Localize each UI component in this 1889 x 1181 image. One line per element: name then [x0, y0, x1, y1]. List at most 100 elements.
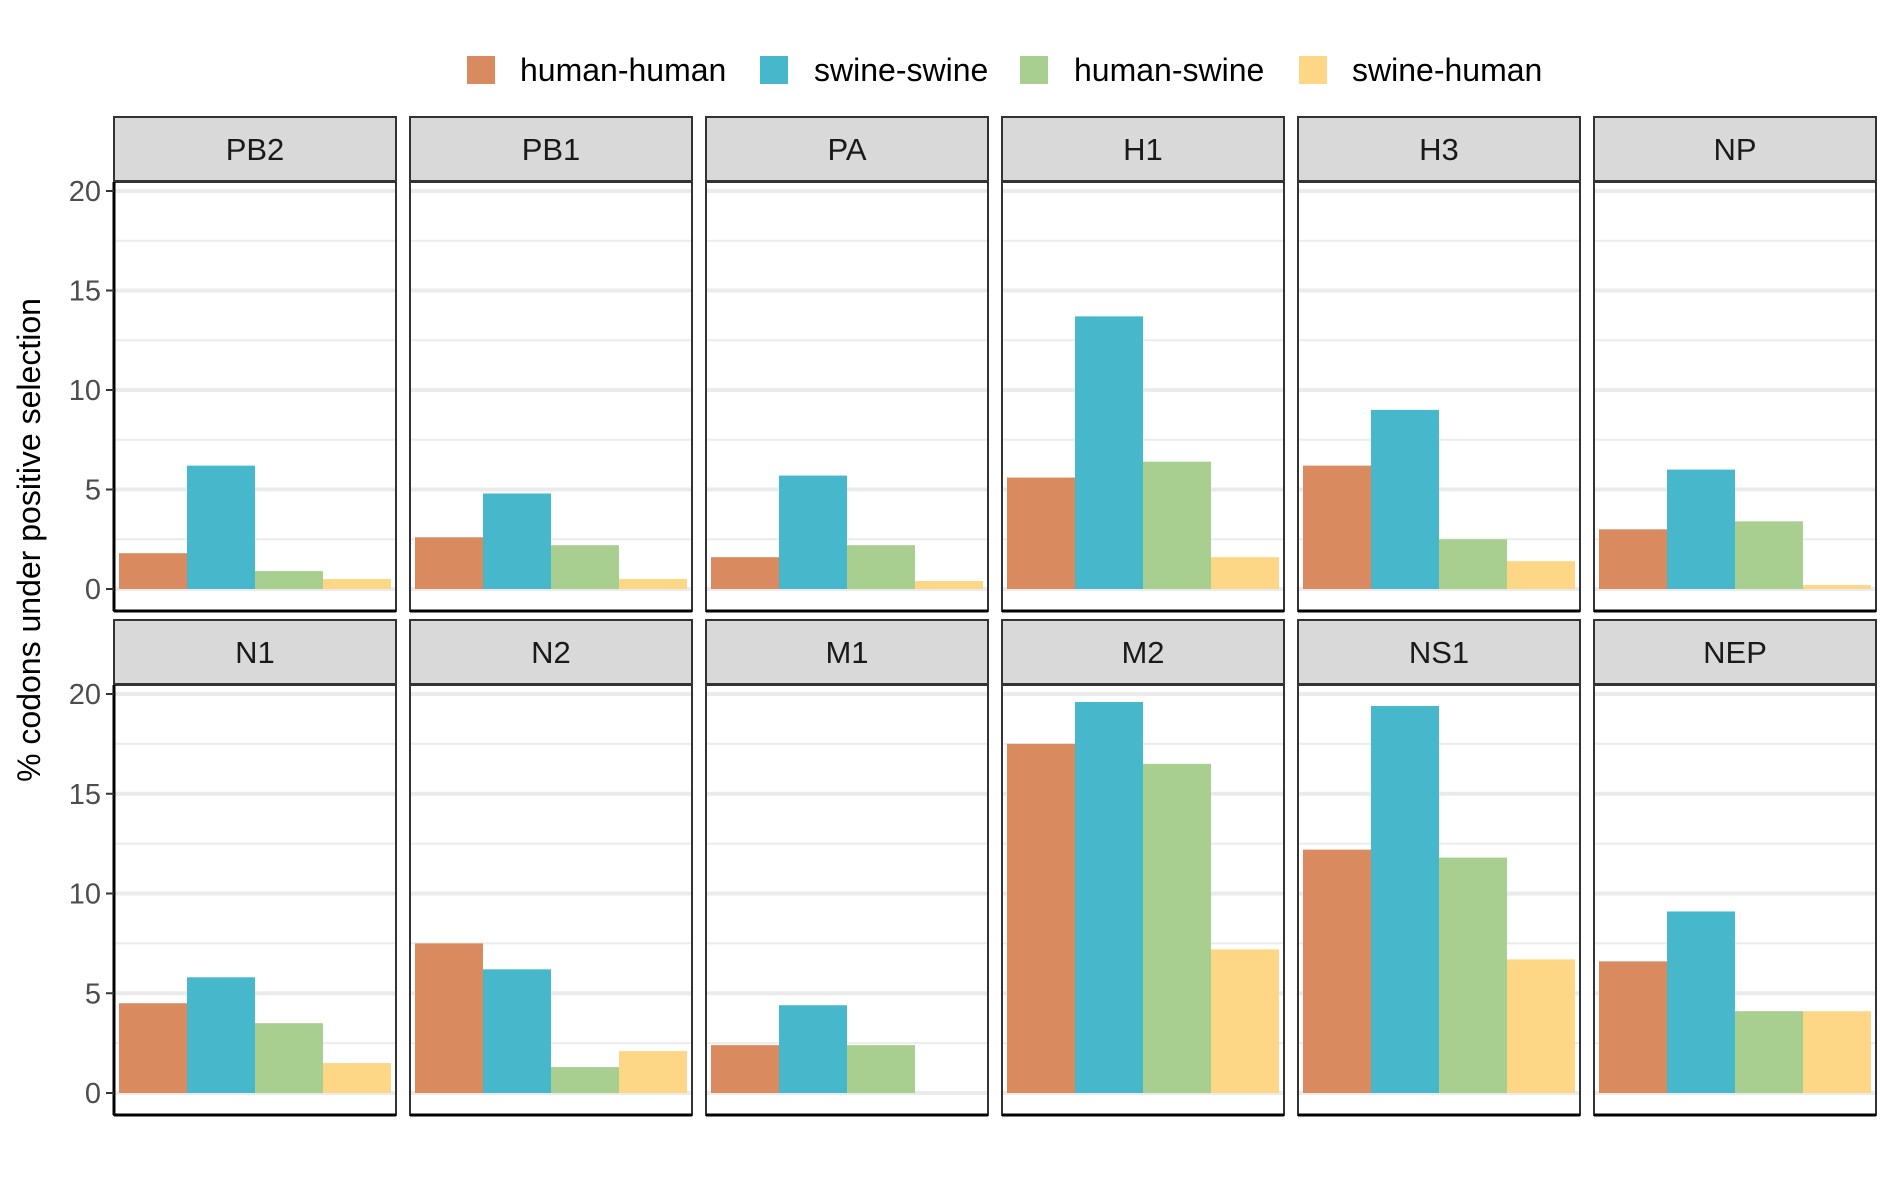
panel-title-m1: M1 — [825, 635, 868, 670]
bar-pa-swine-swine — [779, 475, 847, 589]
panel-pa: PA — [705, 116, 989, 613]
panel-strip-m1 — [705, 619, 989, 685]
y-tick-label: 10 — [69, 879, 101, 911]
facet-panels: PB2 0 5 10 15 20 PB1 PA H1 H3 NP N1 0 5 10 15 20 N2 M1 M2 NS… — [69, 116, 1877, 1117]
bar-n1-human-human — [119, 1003, 187, 1093]
panel-strip-n1 — [113, 619, 397, 685]
bar-np-human-swine — [1735, 521, 1803, 589]
panel-strip-np — [1593, 116, 1877, 182]
panel-title-n2: N2 — [531, 635, 571, 670]
legend-label-swine-human: swine-human — [1352, 52, 1542, 88]
bar-n2-human-human — [415, 943, 483, 1093]
panel-m2: M2 — [1001, 619, 1285, 1117]
bar-pb1-swine-human — [619, 579, 687, 589]
y-tick-label: 20 — [69, 679, 101, 711]
legend-swatch-human-swine — [1020, 56, 1048, 84]
bar-h3-human-swine — [1439, 539, 1507, 589]
bar-pb2-human-swine — [255, 571, 323, 589]
panel-m1: M1 — [705, 619, 989, 1117]
panel-title-pa: PA — [827, 132, 866, 167]
bar-ns1-swine-human — [1507, 959, 1575, 1093]
panel-strip-pb1 — [409, 116, 693, 182]
bar-pa-human-human — [711, 557, 779, 589]
bar-m1-human-human — [711, 1045, 779, 1093]
bar-n2-swine-swine — [483, 969, 551, 1093]
bar-h1-human-swine — [1143, 461, 1211, 589]
panel-strip-pb2 — [113, 116, 397, 182]
bar-pb2-swine-swine — [187, 465, 255, 589]
bar-nep-human-human — [1599, 961, 1667, 1093]
bar-np-swine-human — [1803, 585, 1871, 589]
y-tick-label: 15 — [69, 276, 101, 308]
legend-swatch-human-human — [467, 56, 495, 84]
legend: human-human swine-swine human-swine swine-h… — [467, 52, 1542, 88]
bar-pb1-swine-swine — [483, 493, 551, 589]
bar-h1-swine-swine — [1075, 316, 1143, 589]
bar-h3-swine-human — [1507, 561, 1575, 589]
bar-h1-human-human — [1007, 477, 1075, 589]
bar-h3-swine-swine — [1371, 409, 1439, 589]
y-tick-label: 5 — [85, 475, 101, 507]
panel-strip-h3 — [1297, 116, 1581, 182]
bar-n1-swine-swine — [187, 977, 255, 1093]
bar-nep-swine-swine — [1667, 911, 1735, 1093]
panel-strip-nep — [1593, 619, 1877, 685]
bar-h3-human-human — [1303, 465, 1371, 589]
legend-label-human-swine: human-swine — [1074, 52, 1264, 88]
panel-title-nep: NEP — [1703, 635, 1767, 670]
bar-m2-human-human — [1007, 743, 1075, 1093]
y-axis-title: % codons under positive selection — [11, 298, 47, 782]
bar-ns1-human-swine — [1439, 857, 1507, 1093]
bar-pb1-human-human — [415, 537, 483, 589]
panel-title-m2: M2 — [1121, 635, 1164, 670]
panel-h1: H1 — [1001, 116, 1285, 613]
bar-h1-swine-human — [1211, 557, 1279, 589]
y-tick-label: 20 — [69, 176, 101, 208]
panel-title-pb1: PB1 — [522, 132, 581, 167]
panel-strip-h1 — [1001, 116, 1285, 182]
y-tick-label: 0 — [85, 1078, 101, 1110]
y-tick-label: 5 — [85, 978, 101, 1010]
bar-n2-swine-human — [619, 1051, 687, 1093]
panel-title-h3: H3 — [1419, 132, 1459, 167]
panel-h3: H3 — [1297, 116, 1581, 613]
legend-swatch-swine-human — [1299, 56, 1327, 84]
bar-nep-human-swine — [1735, 1011, 1803, 1093]
panel-title-pb2: PB2 — [226, 132, 285, 167]
bar-nep-swine-human — [1803, 1011, 1871, 1093]
panel-strip-pa — [705, 116, 989, 182]
bar-pb2-human-human — [119, 553, 187, 589]
bar-m2-swine-swine — [1075, 701, 1143, 1093]
bar-m1-human-swine — [847, 1045, 915, 1093]
legend-swatch-swine-swine — [760, 56, 788, 84]
legend-label-swine-swine: swine-swine — [814, 52, 988, 88]
bar-np-swine-swine — [1667, 469, 1735, 589]
bar-pa-swine-human — [915, 581, 983, 589]
legend-label-human-human: human-human — [520, 52, 726, 88]
panel-title-h1: H1 — [1123, 132, 1163, 167]
bar-ns1-human-human — [1303, 849, 1371, 1093]
panel-title-ns1: NS1 — [1409, 635, 1469, 670]
panel-n1: N1 0 5 10 15 20 — [69, 619, 397, 1117]
panel-np: NP — [1593, 116, 1877, 613]
bar-m2-swine-human — [1211, 949, 1279, 1093]
panel-title-np: NP — [1713, 132, 1756, 167]
bar-ns1-swine-swine — [1371, 705, 1439, 1093]
bar-pb1-human-swine — [551, 545, 619, 589]
y-tick-label: 10 — [69, 375, 101, 407]
bar-m2-human-swine — [1143, 763, 1211, 1093]
panel-title-n1: N1 — [235, 635, 275, 670]
bar-n1-human-swine — [255, 1023, 323, 1093]
panel-strip-n2 — [409, 619, 693, 685]
bar-pb2-swine-human — [323, 579, 391, 589]
panel-pb1: PB1 — [409, 116, 693, 613]
panel-ns1: NS1 — [1297, 619, 1581, 1117]
bar-np-human-human — [1599, 529, 1667, 589]
panel-n2: N2 — [409, 619, 693, 1117]
y-tick-label: 15 — [69, 779, 101, 811]
panel-nep: NEP — [1593, 619, 1877, 1117]
panel-strip-m2 — [1001, 619, 1285, 685]
bar-pa-human-swine — [847, 545, 915, 589]
bar-n2-human-swine — [551, 1067, 619, 1093]
